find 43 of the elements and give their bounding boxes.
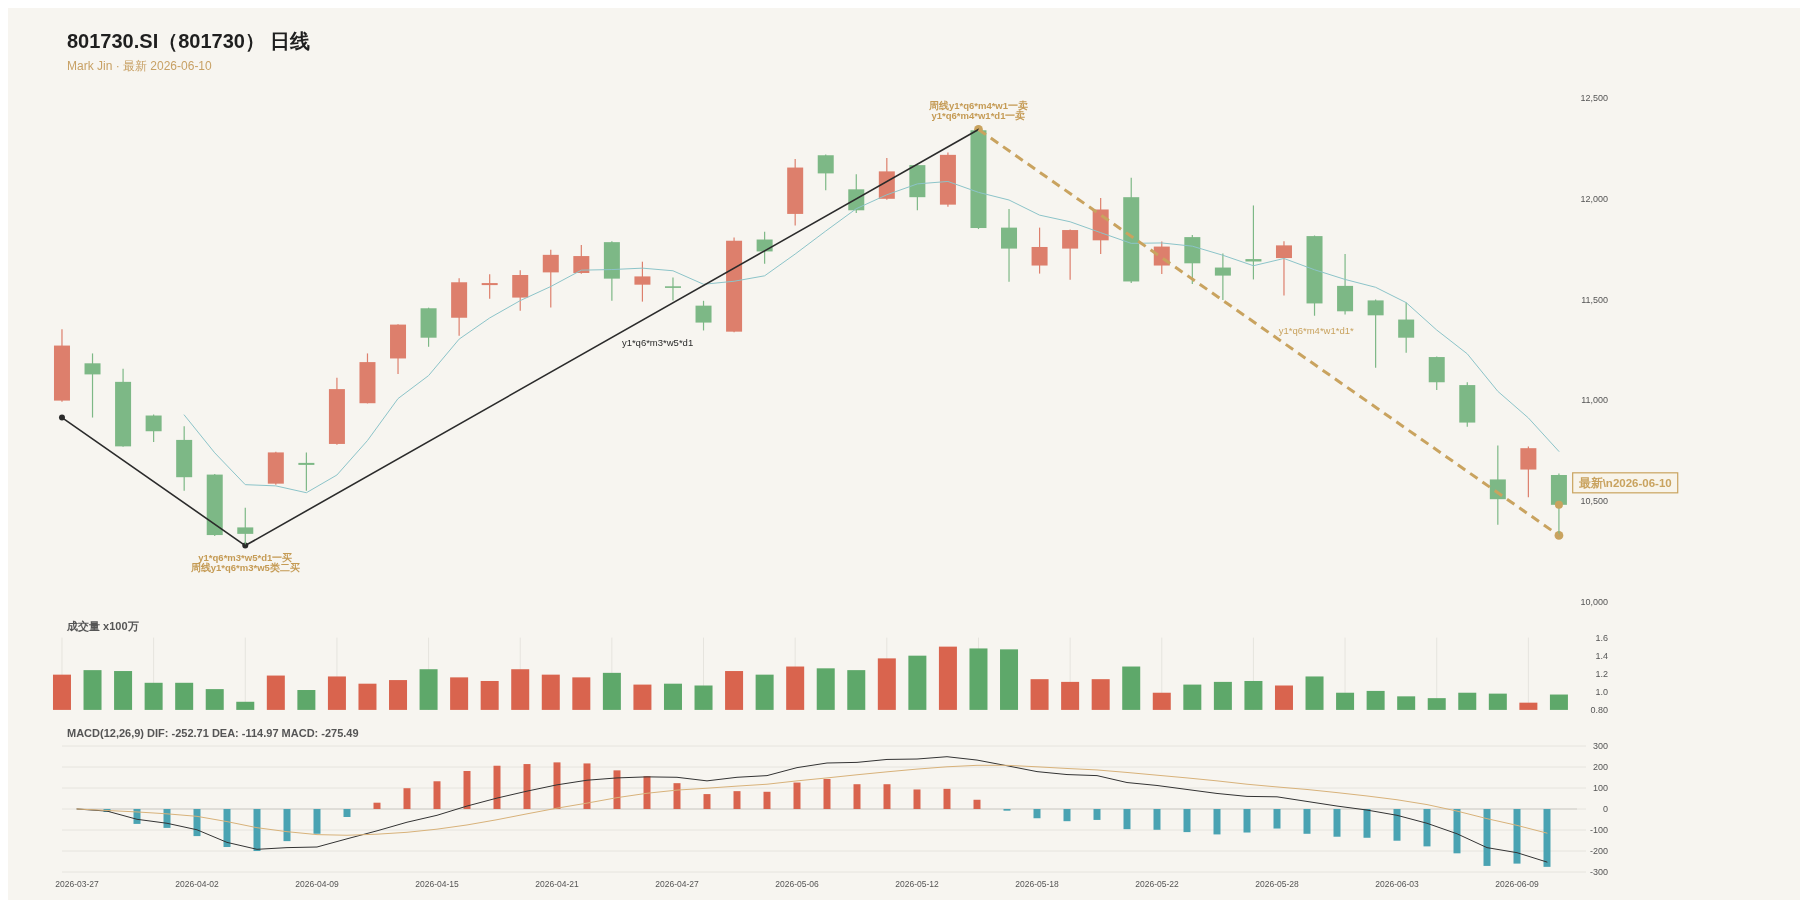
x-tick-label: 2026-04-15 [415,879,460,889]
title: MACD(12,26,9) DIF: -252.71 DEA: -114.97 MACD: -275.49 [67,727,359,739]
y-tick-label: 0 [1602,804,1608,814]
x-tick-label: 2026-04-27 [655,879,700,889]
x-tick-label: 2026-04-21 [535,879,580,889]
point-label: 最新\n2026-06-10 [1572,472,1679,494]
y-tick-label: 11,500 [1581,294,1608,305]
y-tick-label: 0.80 [1590,704,1608,715]
title: 成交量 x100万 [67,620,139,632]
x-tick-label: 2026-06-03 [1375,879,1420,889]
y-tick-label: -300 [1589,867,1608,877]
y-tick-label: 12,000 [1580,193,1608,204]
data-label: 最新\n2026-06-10 [1577,475,1672,489]
y-tick-label: 11,000 [1581,395,1608,406]
y-tick-label: 10,000 [1580,597,1608,607]
y-tick-label: 1.4 [1595,650,1608,661]
y-tick-label: 1.2 [1595,668,1608,679]
y-tick-label: 12,500 [1580,93,1608,103]
annotation: y1*q6*m3*w5*d1一买 [198,551,293,563]
x-tick-label: 2026-05-22 [1135,879,1180,889]
annotation: 周线y1*q6*m4*w1一卖 [928,99,1029,111]
x-tick-label: 2026-06-09 [1495,879,1540,889]
x-tick-label: 2026-05-18 [1015,879,1060,889]
x-tick-label: 2026-05-06 [775,879,820,889]
y-tick-label: 10,500 [1580,496,1608,507]
annotation: y1*q6*m4*w1*d1一卖 [931,110,1026,122]
y-tick-label: 1.6 [1595,632,1608,643]
title: 801730.SI（801730） 日线 [67,30,311,52]
x-tick-label: 2026-03-27 [55,879,100,889]
x-tick-label: 2026-04-09 [295,879,340,889]
x-tick-label: 2026-04-02 [175,879,220,889]
annotation: 周线y1*q6*m3*w5类二买 [190,562,300,574]
y-tick-label: 300 [1592,741,1608,751]
x-tick-label: 2026-05-12 [895,879,940,889]
y-tick-label: -100 [1589,825,1608,835]
series-name: y1*q6*m3*w5*d1 [621,336,694,348]
series-name: y1*q6*m4*w1*d1* [1278,325,1354,337]
y-tick-label: -200 [1589,846,1608,856]
y-tick-label: 100 [1592,783,1608,793]
y-tick-label: 200 [1592,762,1608,772]
y-tick-label: 1.0 [1595,686,1608,697]
subtitle: Mark Jin · 最新 2026-06-10 [67,59,212,73]
x-tick-label: 2026-05-28 [1255,879,1300,889]
